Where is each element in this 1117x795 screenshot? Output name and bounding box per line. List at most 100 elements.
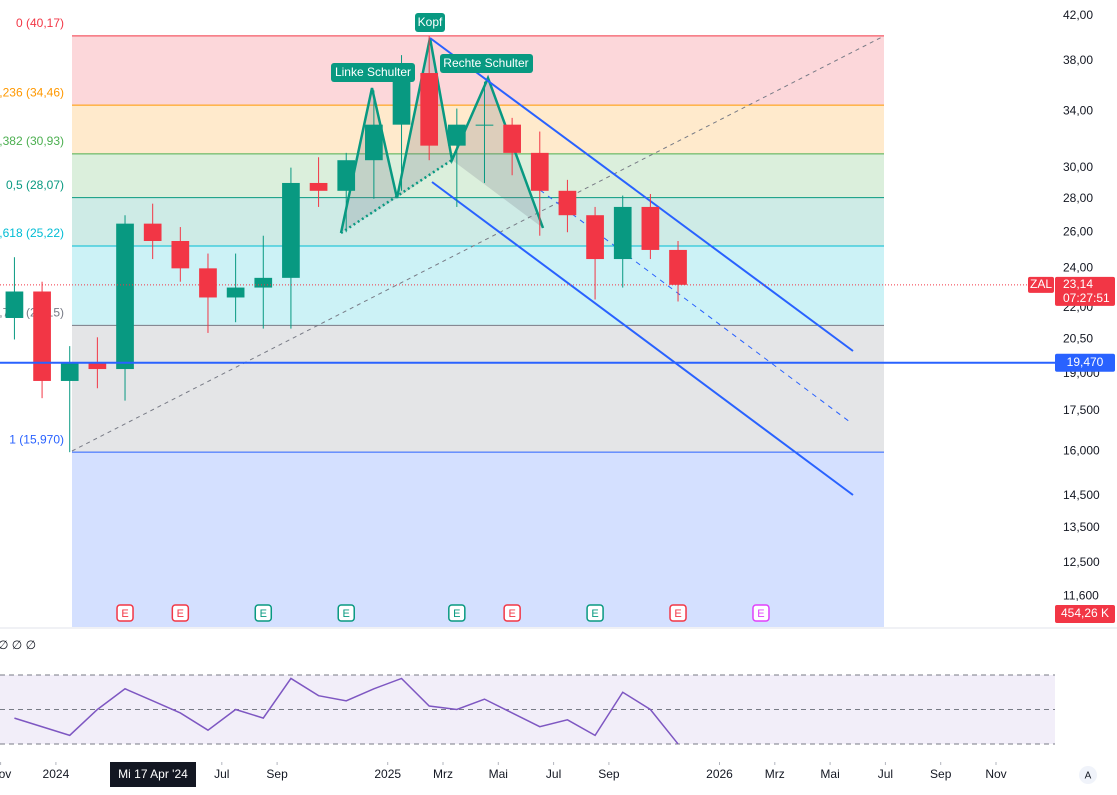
candle-body — [309, 182, 328, 191]
symbol-label: ZAL — [1030, 277, 1052, 291]
x-tick-label: Mrz — [433, 767, 453, 781]
channel-upper — [429, 37, 854, 352]
y-tick-label: 16,000 — [1063, 443, 1100, 457]
candle-body — [337, 160, 356, 191]
candle-body — [282, 182, 300, 278]
fib-band — [72, 197, 884, 246]
y-tick-label: 20,50 — [1063, 332, 1093, 346]
x-tick-label: 2024 — [43, 767, 70, 781]
candle-body — [420, 73, 439, 146]
countdown-label: 07:27:51 — [1063, 291, 1110, 305]
pattern-fill — [341, 88, 397, 233]
fib-label: 0,618 (25,22) — [0, 226, 64, 240]
fib-band — [72, 452, 884, 627]
channel-lower — [431, 181, 854, 496]
candles — [5, 35, 687, 453]
volume-tag — [1055, 605, 1115, 623]
pattern-label: Linke Schulter — [335, 65, 411, 79]
volume-label: 454,26 K — [1061, 606, 1109, 620]
candle-body — [226, 287, 245, 298]
earnings-label: E — [453, 608, 460, 620]
x-tick-label: Nov — [985, 767, 1006, 781]
last-price-label: 23,14 — [1063, 277, 1093, 291]
candle-body — [613, 206, 632, 260]
y-tick-label: 30,00 — [1063, 160, 1093, 174]
candle-body — [365, 124, 383, 161]
crosshair-label: Mi 17 Apr '24 — [118, 767, 188, 781]
pattern-label: Kopf — [418, 15, 443, 29]
auto-button[interactable] — [1079, 766, 1097, 784]
earnings-marker — [448, 604, 466, 622]
candle-body — [254, 277, 273, 288]
fib-label: 0,236 (34,46) — [0, 85, 64, 99]
x-tick-label: Nov — [0, 767, 11, 781]
earnings-label: E — [757, 608, 764, 620]
earnings-label: E — [674, 608, 681, 620]
x-tick-label: Sep — [266, 767, 288, 781]
y-tick-label: 28,00 — [1063, 191, 1093, 205]
rsi-band — [0, 675, 1055, 744]
y-tick-label: 34,00 — [1063, 103, 1093, 117]
fib-band — [72, 153, 884, 198]
x-tick-label: Sep — [930, 767, 952, 781]
earnings-label: E — [260, 608, 267, 620]
candle-body — [503, 124, 521, 153]
x-tick-label: Mai — [820, 767, 839, 781]
y-tick-label: 38,00 — [1063, 53, 1093, 67]
price-tag-label: 19,470 — [1067, 355, 1104, 369]
x-tick-label: Jul — [546, 767, 561, 781]
pattern-fill — [452, 78, 543, 228]
y-tick-label: 17,500 — [1063, 403, 1100, 417]
candle-body — [143, 223, 162, 241]
price-tag — [1055, 353, 1115, 372]
earnings-marker — [586, 604, 604, 622]
candle-body — [33, 291, 51, 381]
earnings-marker — [171, 604, 190, 622]
earnings-marker — [337, 604, 355, 622]
x-tick-label: Sep — [598, 767, 620, 781]
earnings-marker — [116, 604, 134, 622]
candle-body — [116, 223, 134, 370]
x-tick-label: 2025 — [374, 767, 401, 781]
y-tick-label: 14,500 — [1063, 488, 1100, 502]
fib-label: 0,382 (30,93) — [0, 134, 64, 148]
candle-body — [88, 362, 107, 370]
fib-band — [72, 105, 884, 154]
earnings-marker — [254, 604, 273, 622]
y-tick-label: 11,600 — [1063, 589, 1099, 603]
crosshair-tag — [110, 762, 196, 787]
label-box — [440, 54, 533, 73]
candle-body — [5, 291, 24, 318]
y-tick-label: 24,00 — [1063, 261, 1093, 275]
candle-body — [641, 206, 660, 250]
fib-label: 0 (40,17) — [16, 16, 64, 30]
symbol-tag — [1028, 276, 1054, 293]
y-tick-label: 13,500 — [1063, 520, 1100, 534]
fib-label: 1 (15,970) — [9, 432, 64, 446]
candle-body — [669, 249, 687, 285]
price-tag — [1055, 276, 1115, 306]
label-box — [415, 13, 445, 32]
earnings-marker — [503, 604, 521, 622]
x-tick-label: Jul — [214, 767, 229, 781]
x-tick-label: Mrz — [765, 767, 785, 781]
rsi-line — [14, 677, 679, 745]
candle-body — [60, 362, 79, 381]
candle-body — [586, 215, 604, 260]
neckline — [340, 158, 453, 235]
rsi-header: ∅ ∅ ∅ — [0, 638, 36, 652]
candle-body — [447, 124, 466, 146]
candle-body — [199, 268, 217, 298]
candle-body — [530, 152, 549, 191]
candle-body — [171, 240, 190, 269]
auto-label[interactable]: A — [1085, 771, 1092, 782]
x-tick-label: 2026 — [706, 767, 733, 781]
earnings-label: E — [591, 608, 598, 620]
y-tick-label: 26,00 — [1063, 224, 1093, 238]
y-tick-label: 12,500 — [1063, 555, 1100, 569]
x-tick-label: Mai — [489, 767, 508, 781]
earnings-marker — [669, 604, 687, 622]
candle-body — [558, 190, 577, 216]
